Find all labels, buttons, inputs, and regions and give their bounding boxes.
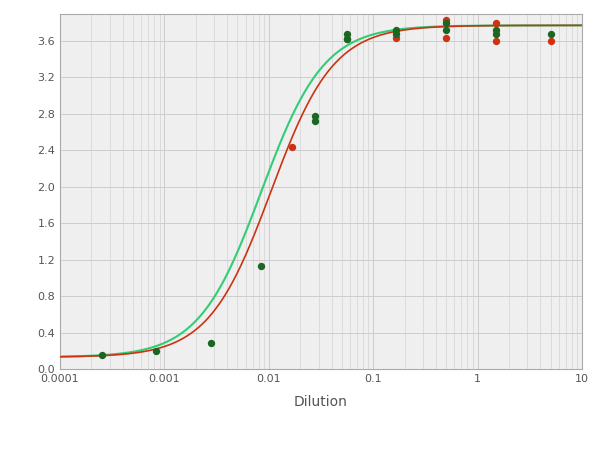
Point — [392, 26, 401, 33]
Point — [442, 19, 451, 26]
Point — [546, 37, 556, 45]
Point — [442, 26, 451, 33]
Point — [310, 112, 320, 119]
Point — [97, 352, 106, 359]
Point — [392, 35, 401, 42]
Point — [287, 144, 297, 151]
X-axis label: Dilution: Dilution — [294, 395, 348, 409]
Point — [491, 26, 501, 33]
Point — [151, 347, 161, 354]
Point — [310, 117, 320, 125]
Point — [442, 16, 451, 23]
Point — [491, 19, 501, 26]
Point — [342, 36, 352, 43]
Point — [491, 30, 501, 37]
Point — [342, 30, 352, 37]
Point — [392, 30, 401, 37]
Point — [546, 30, 556, 37]
Point — [442, 35, 451, 42]
Point — [206, 340, 215, 347]
Point — [491, 37, 501, 45]
Point — [342, 36, 352, 43]
Point — [256, 262, 265, 270]
